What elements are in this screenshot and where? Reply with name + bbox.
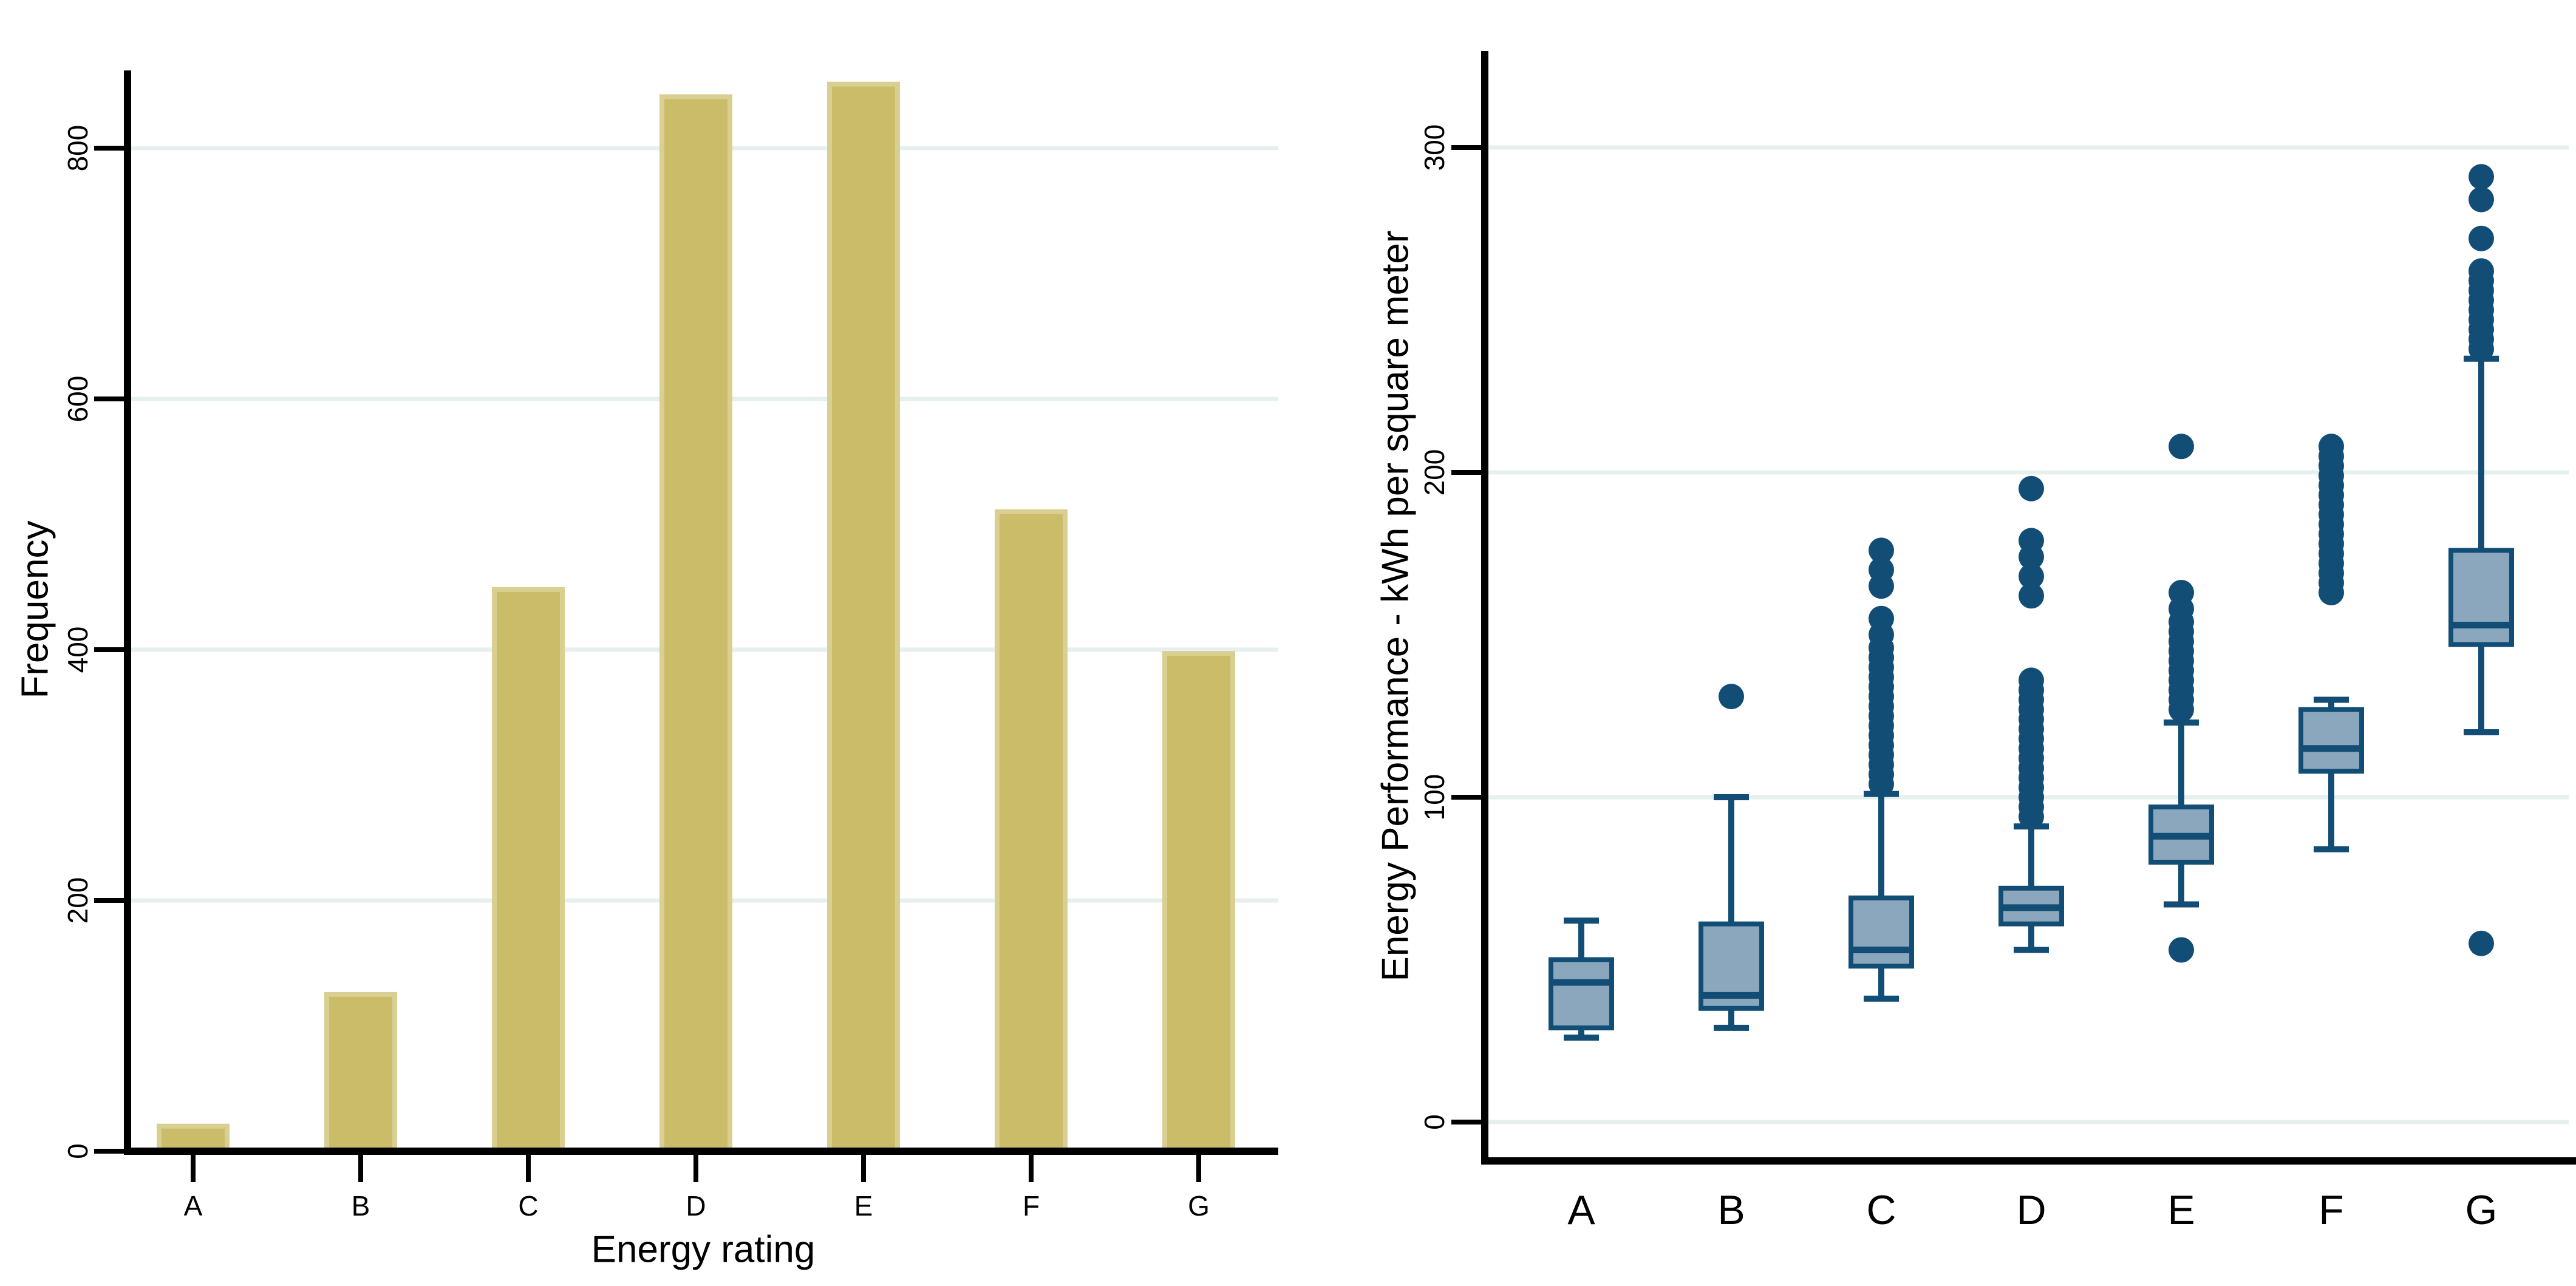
y-tick-label-100: 100	[1419, 774, 1450, 821]
iqr-box-A	[1549, 957, 1614, 1030]
x-tick-label-C: C	[518, 1190, 538, 1222]
bar-E	[827, 81, 900, 1154]
outlier-D-14	[2019, 667, 2044, 693]
box-group-A	[1549, 917, 1614, 1041]
iqr-box-F	[2298, 707, 2364, 774]
outlier-G-9	[2469, 258, 2494, 284]
outlier-E-12	[2169, 579, 2194, 605]
outlier-E-13	[2169, 434, 2194, 460]
y-tick-label-0: 0	[62, 1143, 94, 1159]
bar-G	[1162, 651, 1235, 1154]
box-group-G	[2448, 164, 2514, 956]
outlier-B-0	[1719, 684, 1744, 710]
box-group-D	[1998, 475, 2064, 953]
x-category-label-A: A	[1567, 1187, 1595, 1233]
outlier-G-0	[2469, 930, 2494, 956]
x-tick-label-F: F	[1023, 1190, 1040, 1222]
bar-D	[659, 94, 732, 1154]
boxplot-panel: 0 100 200 300 A B C D E F G Energy Performance - k…	[1324, 0, 2576, 1286]
outlier-D-19	[2019, 475, 2044, 502]
bar-B	[324, 992, 397, 1154]
outlier-G-11	[2469, 186, 2494, 213]
iqr-box-G	[2448, 548, 2514, 647]
x-tick-label-B: B	[352, 1190, 370, 1222]
iqr-box-C	[1849, 895, 1914, 969]
outlier-G-10	[2469, 225, 2494, 251]
x-tick-label-D: D	[686, 1190, 706, 1222]
box-plot-svg: 0 100 200 300 A B C D E F G	[1419, 51, 2576, 1233]
bar-chart-svg: 0 200 400 600 800 A B C D E F G	[62, 70, 1278, 1222]
histogram-y-axis-title: Frequency	[14, 520, 56, 699]
y-tick-label-200: 200	[1419, 449, 1450, 496]
x-category-label-C: C	[1866, 1187, 1896, 1233]
x-category-label-F: F	[2319, 1187, 2344, 1233]
outlier-C-19	[1869, 537, 1894, 563]
bar-C	[492, 587, 565, 1154]
histogram-panel: 0 200 400 600 800 A B C D E F G Frequency Energy ra…	[14, 70, 1278, 1271]
outlier-D-18	[2019, 528, 2044, 554]
outlier-C-18	[1869, 557, 1894, 583]
box-group-E	[2148, 434, 2214, 963]
x-category-label-B: B	[1717, 1187, 1745, 1233]
boxplot-y-axis-title: Energy Performance - kWh per square mete…	[1374, 230, 1417, 982]
box-group-B	[1699, 684, 1764, 1031]
outlier-D-16	[2019, 563, 2044, 590]
outlier-E-0	[2169, 937, 2194, 963]
bar-A	[157, 1123, 230, 1154]
x-tick-label-G: G	[1188, 1190, 1210, 1222]
y-tick-label-600: 600	[62, 376, 94, 423]
bar-F	[995, 509, 1068, 1154]
x-category-label-G: G	[2465, 1187, 2498, 1233]
x-category-label-E: E	[2167, 1187, 2195, 1233]
y-tick-label-0: 0	[1419, 1114, 1450, 1130]
histogram-x-axis-title: Energy rating	[591, 1228, 816, 1271]
y-tick-label-200: 200	[62, 877, 94, 924]
outlier-G-12	[2469, 164, 2494, 190]
box-group-C	[1849, 537, 1914, 1002]
x-tick-label-E: E	[854, 1190, 873, 1222]
x-category-label-D: D	[2016, 1187, 2046, 1233]
y-tick-label-400: 400	[62, 627, 94, 673]
x-tick-label-A: A	[184, 1190, 203, 1222]
y-tick-label-800: 800	[62, 125, 94, 172]
box-group-F	[2298, 434, 2364, 852]
outlier-C-16	[1869, 605, 1894, 631]
outlier-D-15	[2019, 583, 2044, 609]
outlier-F-15	[2319, 434, 2344, 460]
y-tick-label-300: 300	[1419, 124, 1450, 171]
